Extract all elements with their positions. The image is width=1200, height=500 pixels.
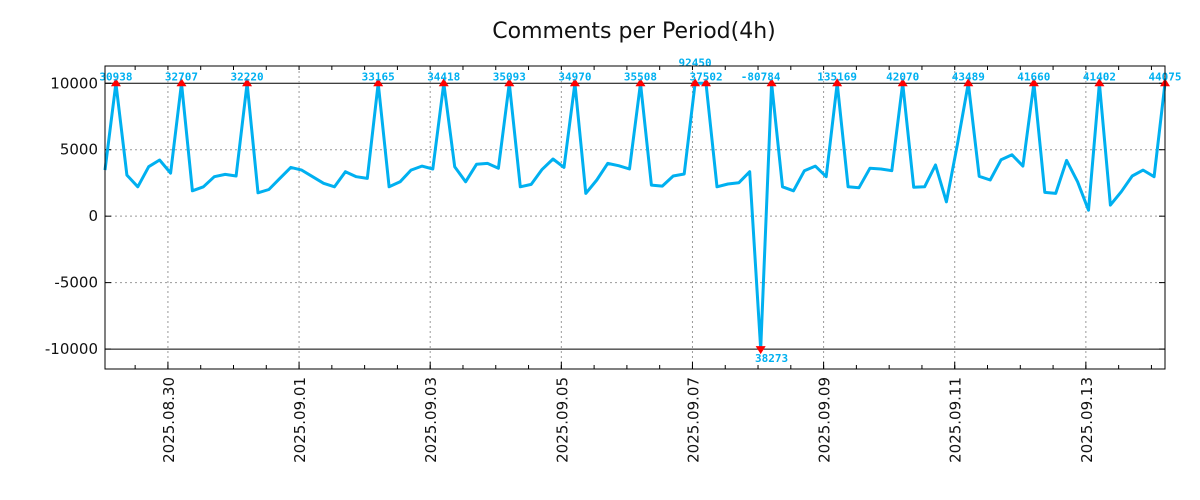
point-labels: 30938 32707 32220 33165 34418 35093 34970 35508… [99, 56, 1181, 365]
y-tick-label: -10000 [45, 340, 98, 358]
x-tick-label: 2025.09.07 [684, 377, 702, 463]
x-axis: 2025.08.30 2025.09.01 2025.09.03 2025.09.05… [134, 66, 1152, 463]
clip-marker [755, 346, 766, 355]
point-value-label: 92450 [679, 56, 712, 69]
point-value-label: 41402 [1083, 70, 1116, 83]
clip-marker [897, 78, 908, 87]
point-value-label: 32707 [165, 70, 198, 83]
point-value-label: 135169 [817, 70, 857, 83]
x-tick-label: 2025.09.05 [553, 377, 571, 463]
point-value-label: 34970 [558, 70, 591, 83]
point-value-label: -80784 [741, 70, 781, 83]
clip-marker [176, 78, 187, 87]
clip-marker [1094, 78, 1105, 87]
point-value-label: 42070 [886, 70, 919, 83]
clip-marker [635, 78, 646, 87]
x-tick-label: 2025.09.09 [816, 377, 834, 463]
y-tick-label: 10000 [50, 74, 98, 92]
clip-marker [569, 78, 580, 87]
y-tick-label: -5000 [54, 274, 98, 292]
point-value-label: 30938 [99, 70, 132, 83]
x-tick-label: 2025.09.03 [422, 377, 440, 463]
clip-markers [110, 78, 1170, 355]
x-tick-label: 2025.09.13 [1078, 377, 1096, 463]
point-value-label: 34418 [427, 70, 460, 83]
x-tick-label: 2025.08.30 [160, 377, 178, 463]
clip-marker [690, 78, 701, 87]
series-comments [103, 81, 1167, 351]
plot-frame [104, 65, 1166, 370]
point-value-label: 35508 [624, 70, 657, 83]
clip-marker [701, 78, 712, 87]
x-tick-label: 2025.09.11 [947, 377, 965, 463]
clip-marker [1028, 78, 1039, 87]
x-tick-label: 2025.09.01 [291, 377, 309, 463]
point-value-label: 35093 [493, 70, 526, 83]
clip-marker [832, 78, 843, 87]
clip-marker [766, 78, 777, 87]
point-value-label: 38273 [755, 352, 788, 365]
point-value-label: 33165 [362, 70, 395, 83]
point-value-label: 43489 [952, 70, 985, 83]
clip-marker [438, 78, 449, 87]
y-tick-label: 0 [88, 207, 98, 225]
point-value-label: 32220 [230, 70, 263, 83]
point-value-label: 41660 [1017, 70, 1050, 83]
clip-marker [963, 78, 974, 87]
clip-marker [110, 78, 121, 87]
clip-marker [504, 78, 515, 87]
series-line [103, 81, 1167, 351]
y-tick-label: 5000 [60, 141, 98, 159]
clip-marker [373, 78, 384, 87]
point-value-label: 37502 [689, 70, 722, 83]
chart-title: Comments per Period(4h) [492, 19, 776, 44]
clip-marker [242, 78, 253, 87]
grid [105, 66, 1165, 369]
y-axis: 10000 5000 0 -5000 -10000 [45, 74, 1165, 358]
